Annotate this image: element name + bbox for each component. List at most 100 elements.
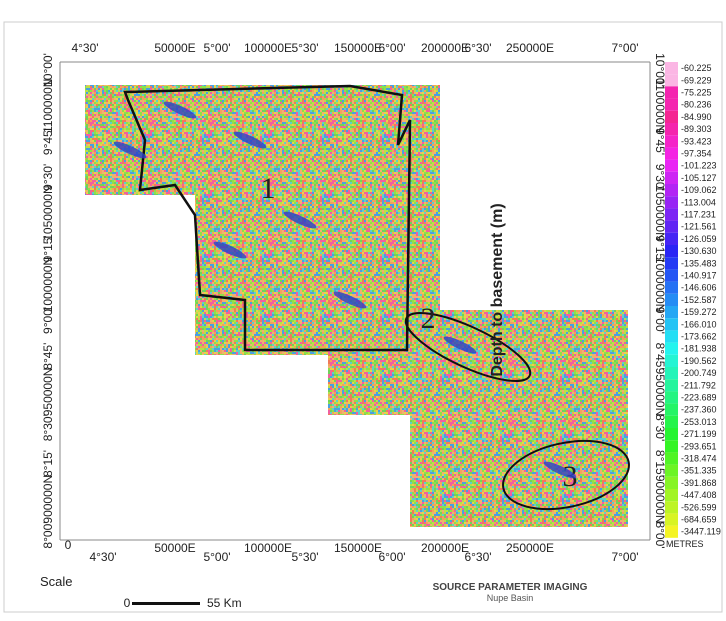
legend-label: -93.423 <box>681 136 712 146</box>
legend-label: -146.606 <box>681 283 717 293</box>
legend-swatch <box>665 477 678 489</box>
legend-label: -140.917 <box>681 271 717 281</box>
legend-label: -253.013 <box>681 417 717 427</box>
legend-swatch <box>665 355 678 367</box>
legend-label: -101.223 <box>681 161 717 171</box>
bottom-tick-label: 6°30' <box>464 550 491 564</box>
legend-swatch <box>665 74 678 86</box>
legend-swatch <box>665 160 678 172</box>
legend-swatch <box>665 269 678 281</box>
scale-end: 55 Km <box>207 596 242 610</box>
legend-swatch <box>665 257 678 269</box>
legend-label: -109.062 <box>681 185 717 195</box>
right-tick-label: 8°45' <box>653 343 667 370</box>
annotation: Depth to basement (m) <box>489 203 506 376</box>
legend-swatch <box>665 184 678 196</box>
top-tick-label: 5°00' <box>203 41 230 55</box>
legend-swatch <box>665 62 678 74</box>
legend-swatch <box>665 318 678 330</box>
footer-title: SOURCE PARAMETER IMAGING <box>433 582 588 593</box>
bottom-tick-label: 250000E <box>506 541 554 555</box>
legend-swatch <box>665 196 678 208</box>
left-tick-label: 1000000N <box>41 257 55 312</box>
legend-swatch <box>665 367 678 379</box>
legend-swatch <box>665 111 678 123</box>
legend-label: -113.004 <box>681 197 716 207</box>
legend-label: -351.335 <box>681 466 717 476</box>
left-tick-label: 1100000N <box>41 79 55 133</box>
left-tick-label: 1050000N <box>41 185 55 240</box>
left-tick-label: 8°45' <box>41 343 55 370</box>
legend-swatch <box>665 343 678 355</box>
top-tick-label: 6°30' <box>464 41 491 55</box>
right-tick-label: 1100000N <box>653 79 667 133</box>
right-tick-label: 8°00' <box>653 521 667 548</box>
legend-label: -447.408 <box>681 490 717 500</box>
legend-label: -526.599 <box>681 502 717 512</box>
legend-label: -200.749 <box>681 368 717 378</box>
bottom-tick-label: 6°00' <box>378 550 405 564</box>
left-tick-label: 8°30' <box>41 414 55 441</box>
legend-swatch <box>665 526 678 538</box>
right-tick-label: 1000000N <box>653 257 667 312</box>
left-tick-label: 9°45' <box>41 128 55 155</box>
legend-swatch <box>665 99 678 111</box>
top-tick-label: 150000E <box>334 41 382 55</box>
top-tick-label: 5°30' <box>291 41 318 55</box>
legend-swatch <box>665 489 678 501</box>
left-tick-label: 8°00' <box>41 521 55 548</box>
legend-swatch <box>665 416 678 428</box>
legend-label: -293.651 <box>681 441 717 451</box>
bottom-tick-label: 50000E <box>154 541 195 555</box>
legend-label: -181.938 <box>681 344 717 354</box>
bottom-tick-label: 7°00' <box>611 550 638 564</box>
region-label: 2 <box>421 302 436 335</box>
legend-swatch <box>665 294 678 306</box>
top-tick-label: 250000E <box>506 41 554 55</box>
top-tick-label: 7°00' <box>611 41 638 55</box>
left-tick-label: 9°00' <box>41 307 55 334</box>
legend-swatch <box>665 513 678 525</box>
legend-swatch <box>665 306 678 318</box>
top-tick-label: 50000E <box>154 41 195 55</box>
legend-label: -89.303 <box>681 124 712 134</box>
bottom-tick-label: 0 <box>65 538 72 552</box>
legend-swatch <box>665 379 678 391</box>
legend-swatch <box>665 391 678 403</box>
legend-label: -80.236 <box>681 100 712 110</box>
left-tick-label: 950000N <box>41 368 55 417</box>
right-tick-label: 950000N <box>653 368 667 417</box>
legend-swatch <box>665 428 678 440</box>
legend-label: -211.792 <box>681 380 716 390</box>
region-label: 1 <box>261 172 276 205</box>
top-tick-label: 4°30' <box>71 41 98 55</box>
legend-label: -271.199 <box>681 429 717 439</box>
legend-swatch <box>665 86 678 98</box>
scale-bar <box>132 602 200 605</box>
right-tick-label: 9°45' <box>653 128 667 155</box>
legend-label: -3447.119 <box>681 527 721 537</box>
legend-swatch <box>665 147 678 159</box>
legend-swatch <box>665 245 678 257</box>
legend-label: -159.272 <box>681 307 717 317</box>
legend-swatch <box>665 135 678 147</box>
legend-swatch <box>665 452 678 464</box>
legend-label: -97.354 <box>681 149 712 159</box>
figure: 1 2 3 Depth to basement (m) Scale 0 55 K… <box>0 0 726 616</box>
legend-swatch <box>665 404 678 416</box>
legend-label: -391.868 <box>681 478 717 488</box>
bottom-tick-label: 150000E <box>334 541 382 555</box>
legend-swatch <box>665 172 678 184</box>
legend-label: -173.662 <box>681 332 717 342</box>
legend-unit: METRES <box>666 539 704 549</box>
right-tick-label: 8°30' <box>653 414 667 441</box>
legend-swatch <box>665 440 678 452</box>
legend-swatch <box>665 208 678 220</box>
legend-label: -126.059 <box>681 234 717 244</box>
legend-label: -223.689 <box>681 393 717 403</box>
legend-label: -318.474 <box>681 454 717 464</box>
legend-swatch <box>665 465 678 477</box>
scale-start: 0 <box>124 596 131 610</box>
left-tick-label: 900000N <box>41 475 55 524</box>
legend-swatch <box>665 501 678 513</box>
